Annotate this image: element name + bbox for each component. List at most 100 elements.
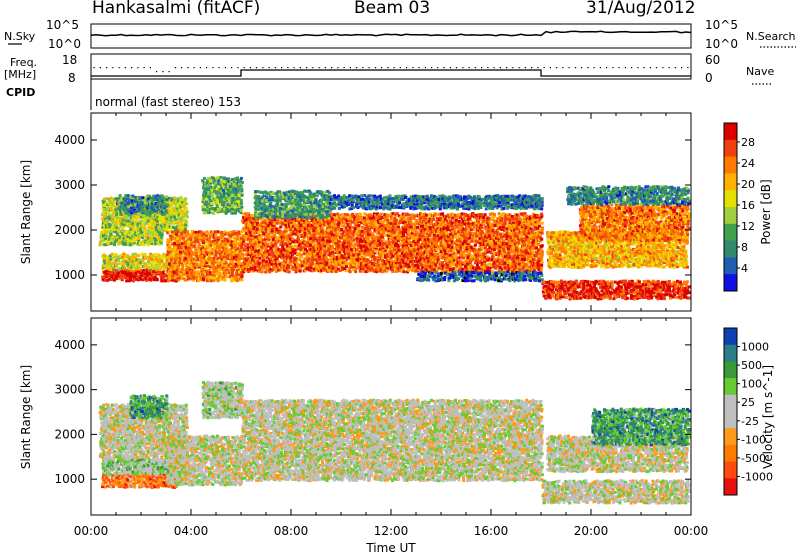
range-time-cell bbox=[151, 272, 155, 276]
range-time-cell bbox=[158, 231, 162, 234]
range-time-cell bbox=[101, 225, 105, 229]
range-time-cell bbox=[106, 274, 110, 278]
range-time-cell bbox=[402, 234, 405, 237]
range-time-cell bbox=[108, 204, 112, 208]
range-time-cell bbox=[138, 241, 142, 245]
range-time-cell bbox=[141, 260, 145, 264]
range-time-cell bbox=[163, 226, 167, 230]
range-time-cell bbox=[165, 220, 169, 224]
freq-tick-top: 18 bbox=[62, 53, 77, 67]
range-time-cell bbox=[145, 214, 149, 218]
range-time-cell bbox=[171, 220, 175, 223]
range-time-cell bbox=[145, 231, 149, 235]
range-time-cell bbox=[358, 269, 362, 273]
range-time-cell bbox=[126, 223, 130, 227]
nave-point bbox=[362, 67, 364, 69]
nave-point bbox=[593, 67, 595, 69]
range-time-cell bbox=[159, 240, 163, 244]
noise-tick-left-bottom: 10^0 bbox=[48, 37, 81, 51]
nave-trace bbox=[93, 67, 689, 73]
range-time-cell bbox=[141, 230, 145, 234]
range-time-cell bbox=[212, 211, 216, 215]
range-time-cell bbox=[419, 262, 423, 266]
freq-label-line1: Freq. bbox=[10, 56, 37, 69]
range-time-cell bbox=[167, 196, 171, 200]
range-time-cell bbox=[150, 233, 154, 237]
range-time-cell bbox=[126, 267, 130, 271]
range-time-cell bbox=[236, 176, 239, 180]
range-time-cell bbox=[239, 184, 243, 188]
range-time-cell bbox=[357, 230, 361, 233]
range-time-cell bbox=[108, 237, 112, 241]
range-time-cell bbox=[223, 272, 227, 276]
range-time-cell bbox=[120, 277, 124, 281]
range-time-cell bbox=[160, 242, 164, 246]
range-time-cell bbox=[117, 255, 121, 259]
range-time-cell bbox=[360, 225, 364, 229]
range-time-cell bbox=[116, 233, 120, 237]
range-time-cell bbox=[145, 278, 149, 282]
range-time-cell bbox=[118, 268, 122, 272]
range-time-cell bbox=[402, 270, 406, 274]
nave-tick-top: 60 bbox=[705, 53, 720, 67]
range-time-cell bbox=[121, 260, 125, 263]
range-time-cell bbox=[160, 274, 164, 278]
range-time-cell bbox=[102, 230, 106, 234]
range-time-cell bbox=[397, 228, 401, 232]
range-time-cell bbox=[130, 255, 134, 259]
range-time-cell bbox=[134, 263, 138, 267]
range-time-cell bbox=[141, 234, 145, 238]
nave-point bbox=[474, 67, 476, 69]
range-time-cell bbox=[360, 252, 364, 256]
range-time-cell bbox=[300, 253, 304, 257]
range-time-cell bbox=[128, 273, 132, 277]
range-time-cell bbox=[307, 229, 311, 233]
range-time-cell bbox=[159, 224, 163, 228]
range-time-cell bbox=[164, 215, 168, 219]
nave-point bbox=[112, 67, 114, 69]
range-time-cell bbox=[124, 254, 128, 258]
range-time-cell bbox=[158, 261, 162, 265]
range-time-cell bbox=[102, 204, 106, 207]
range-time-cell bbox=[171, 252, 175, 256]
range-time-cell bbox=[135, 267, 139, 271]
range-time-cell bbox=[171, 201, 175, 204]
range-time-cell bbox=[154, 255, 158, 259]
range-time-cell bbox=[127, 223, 131, 227]
range-time-cell bbox=[111, 198, 115, 202]
range-time-cell bbox=[168, 244, 172, 248]
range-time-cell bbox=[113, 243, 117, 247]
range-time-cell bbox=[120, 222, 124, 226]
range-time-cell bbox=[169, 203, 173, 207]
range-time-cell bbox=[122, 274, 126, 278]
range-time-cell bbox=[109, 208, 113, 212]
range-time-cell bbox=[119, 273, 123, 277]
nave-point bbox=[262, 67, 264, 69]
range-time-cell bbox=[131, 213, 135, 217]
range-time-cell bbox=[260, 270, 264, 274]
range-time-cell bbox=[113, 217, 117, 221]
range-time-cell bbox=[118, 267, 122, 271]
range-time-cell bbox=[342, 239, 346, 243]
range-time-cell bbox=[151, 254, 155, 257]
range-time-cell bbox=[150, 219, 154, 223]
range-time-cell bbox=[142, 217, 146, 221]
range-time-cell bbox=[139, 229, 143, 233]
range-time-cell bbox=[239, 209, 243, 212]
range-time-cell bbox=[113, 226, 117, 230]
range-time-cell bbox=[145, 241, 148, 245]
range-time-cell bbox=[117, 267, 121, 271]
range-time-cell bbox=[144, 217, 148, 221]
range-time-cell bbox=[101, 217, 105, 221]
range-time-cell bbox=[161, 229, 165, 233]
range-time-cell bbox=[416, 266, 420, 269]
range-time-cell bbox=[151, 236, 155, 240]
range-time-cell bbox=[117, 218, 121, 221]
nave-point bbox=[493, 67, 495, 69]
range-time-cell bbox=[129, 269, 133, 272]
range-time-cell bbox=[103, 220, 106, 223]
range-time-cell bbox=[168, 247, 171, 251]
range-time-cell bbox=[125, 262, 129, 266]
range-time-cell bbox=[102, 253, 106, 257]
